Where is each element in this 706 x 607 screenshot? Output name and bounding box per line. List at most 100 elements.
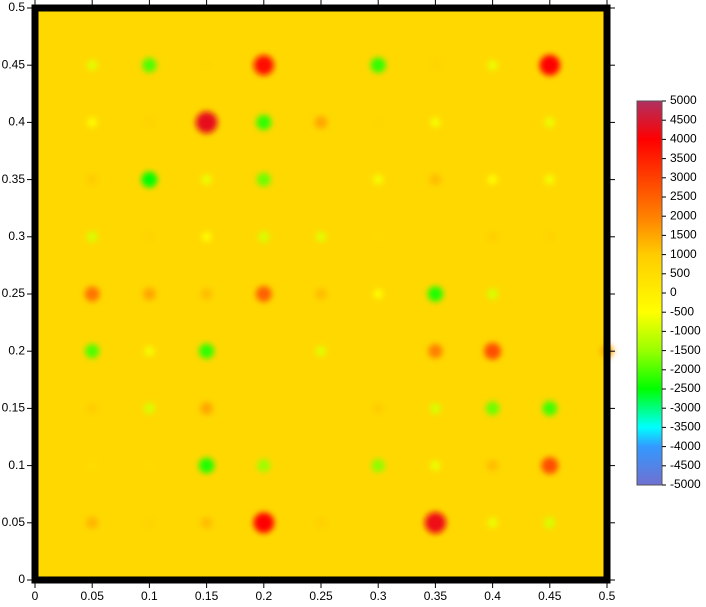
spot (424, 512, 447, 534)
x-tick-label: 0.2 (255, 589, 272, 603)
spot (143, 402, 155, 414)
spot (373, 174, 384, 185)
colorbar-label: -500 (670, 304, 694, 318)
spot (87, 460, 97, 471)
colorbar-label: -5000 (670, 477, 701, 491)
colorbar-label: 1000 (670, 247, 697, 261)
spot (428, 344, 443, 359)
spot (142, 57, 157, 73)
spot (544, 517, 556, 529)
spot (255, 286, 272, 302)
spot (487, 174, 498, 185)
colorbar-label: -3000 (670, 400, 701, 414)
spot (200, 516, 213, 529)
spot (430, 59, 441, 71)
spot (144, 517, 155, 529)
spot (427, 286, 444, 302)
spot (370, 57, 386, 73)
spot (144, 460, 155, 471)
y-tick-label: 0 (18, 572, 25, 586)
spot (201, 60, 212, 71)
x-tick-label: 0.3 (370, 589, 387, 603)
spot (258, 231, 270, 243)
x-tick-label: 0 (32, 589, 39, 603)
spot (542, 401, 558, 416)
x-tick-label: 0.4 (484, 589, 501, 603)
spot (486, 459, 499, 472)
colorbar (636, 100, 663, 486)
y-tick-label: 0.2 (8, 343, 25, 357)
colorbar-label: -4000 (670, 439, 701, 453)
y-tick-label: 0.35 (2, 172, 26, 186)
spot (315, 288, 327, 300)
spot (429, 173, 442, 186)
spot (315, 345, 327, 357)
spot (144, 117, 155, 128)
colorbar-label: -4500 (670, 458, 701, 472)
colorbar-label: 3500 (670, 151, 697, 165)
spot (86, 231, 98, 243)
spot (200, 288, 213, 300)
y-tick-label: 0.15 (2, 401, 26, 415)
spot (315, 231, 327, 243)
spot (371, 459, 385, 473)
colorbar-label: 2500 (670, 189, 697, 203)
spot (487, 231, 499, 243)
colorbar-label: 500 (670, 266, 690, 280)
spot (144, 231, 155, 243)
spot (141, 171, 158, 188)
spot (430, 460, 441, 471)
colorbar-label: 4500 (670, 112, 697, 126)
spot (86, 59, 98, 71)
spot (484, 342, 502, 360)
x-tick-label: 0.05 (81, 589, 105, 603)
spot (485, 401, 500, 416)
spot (86, 402, 98, 414)
spot (544, 231, 556, 243)
colorbar-label: -3500 (670, 420, 701, 434)
spot (86, 516, 99, 529)
spot (195, 111, 218, 134)
y-tick-label: 0.1 (8, 458, 25, 472)
spot (487, 60, 498, 71)
spot (430, 117, 441, 128)
spot (253, 512, 275, 534)
spot (84, 286, 100, 302)
colorbar-label: 2000 (670, 208, 697, 222)
y-tick-label: 0.4 (8, 115, 25, 129)
spot (198, 457, 215, 474)
spot (539, 54, 561, 76)
y-tick-label: 0.5 (8, 0, 25, 14)
spot (256, 172, 271, 187)
spot (487, 288, 499, 300)
colorbar-label: 1500 (670, 228, 697, 242)
x-tick-label: 0.5 (599, 589, 616, 603)
spot (201, 232, 212, 242)
colorbar-label: 5000 (670, 93, 697, 107)
spot (200, 402, 214, 415)
spot (372, 402, 384, 414)
x-tick-label: 0.1 (141, 589, 158, 603)
spot (199, 343, 215, 359)
colorbar-label: 3000 (670, 170, 697, 184)
colorbar-label: 4000 (670, 132, 697, 146)
spot (544, 174, 555, 185)
y-tick-label: 0.25 (2, 286, 26, 300)
y-tick-label: 0.3 (8, 229, 25, 243)
x-tick-label: 0.25 (309, 589, 333, 603)
plot-frame (31, 4, 611, 584)
colorbar-label: 0 (670, 285, 677, 299)
spot (86, 174, 98, 186)
x-tick-label: 0.45 (538, 589, 562, 603)
spot (487, 517, 498, 528)
colorbar-label: -2000 (670, 362, 701, 376)
colorbar-label: -1000 (670, 324, 701, 338)
spot (87, 117, 97, 128)
spot (143, 287, 156, 301)
spot (429, 402, 441, 414)
spot (253, 55, 274, 76)
spot (257, 459, 271, 472)
spot (373, 117, 384, 128)
spot (541, 457, 559, 475)
